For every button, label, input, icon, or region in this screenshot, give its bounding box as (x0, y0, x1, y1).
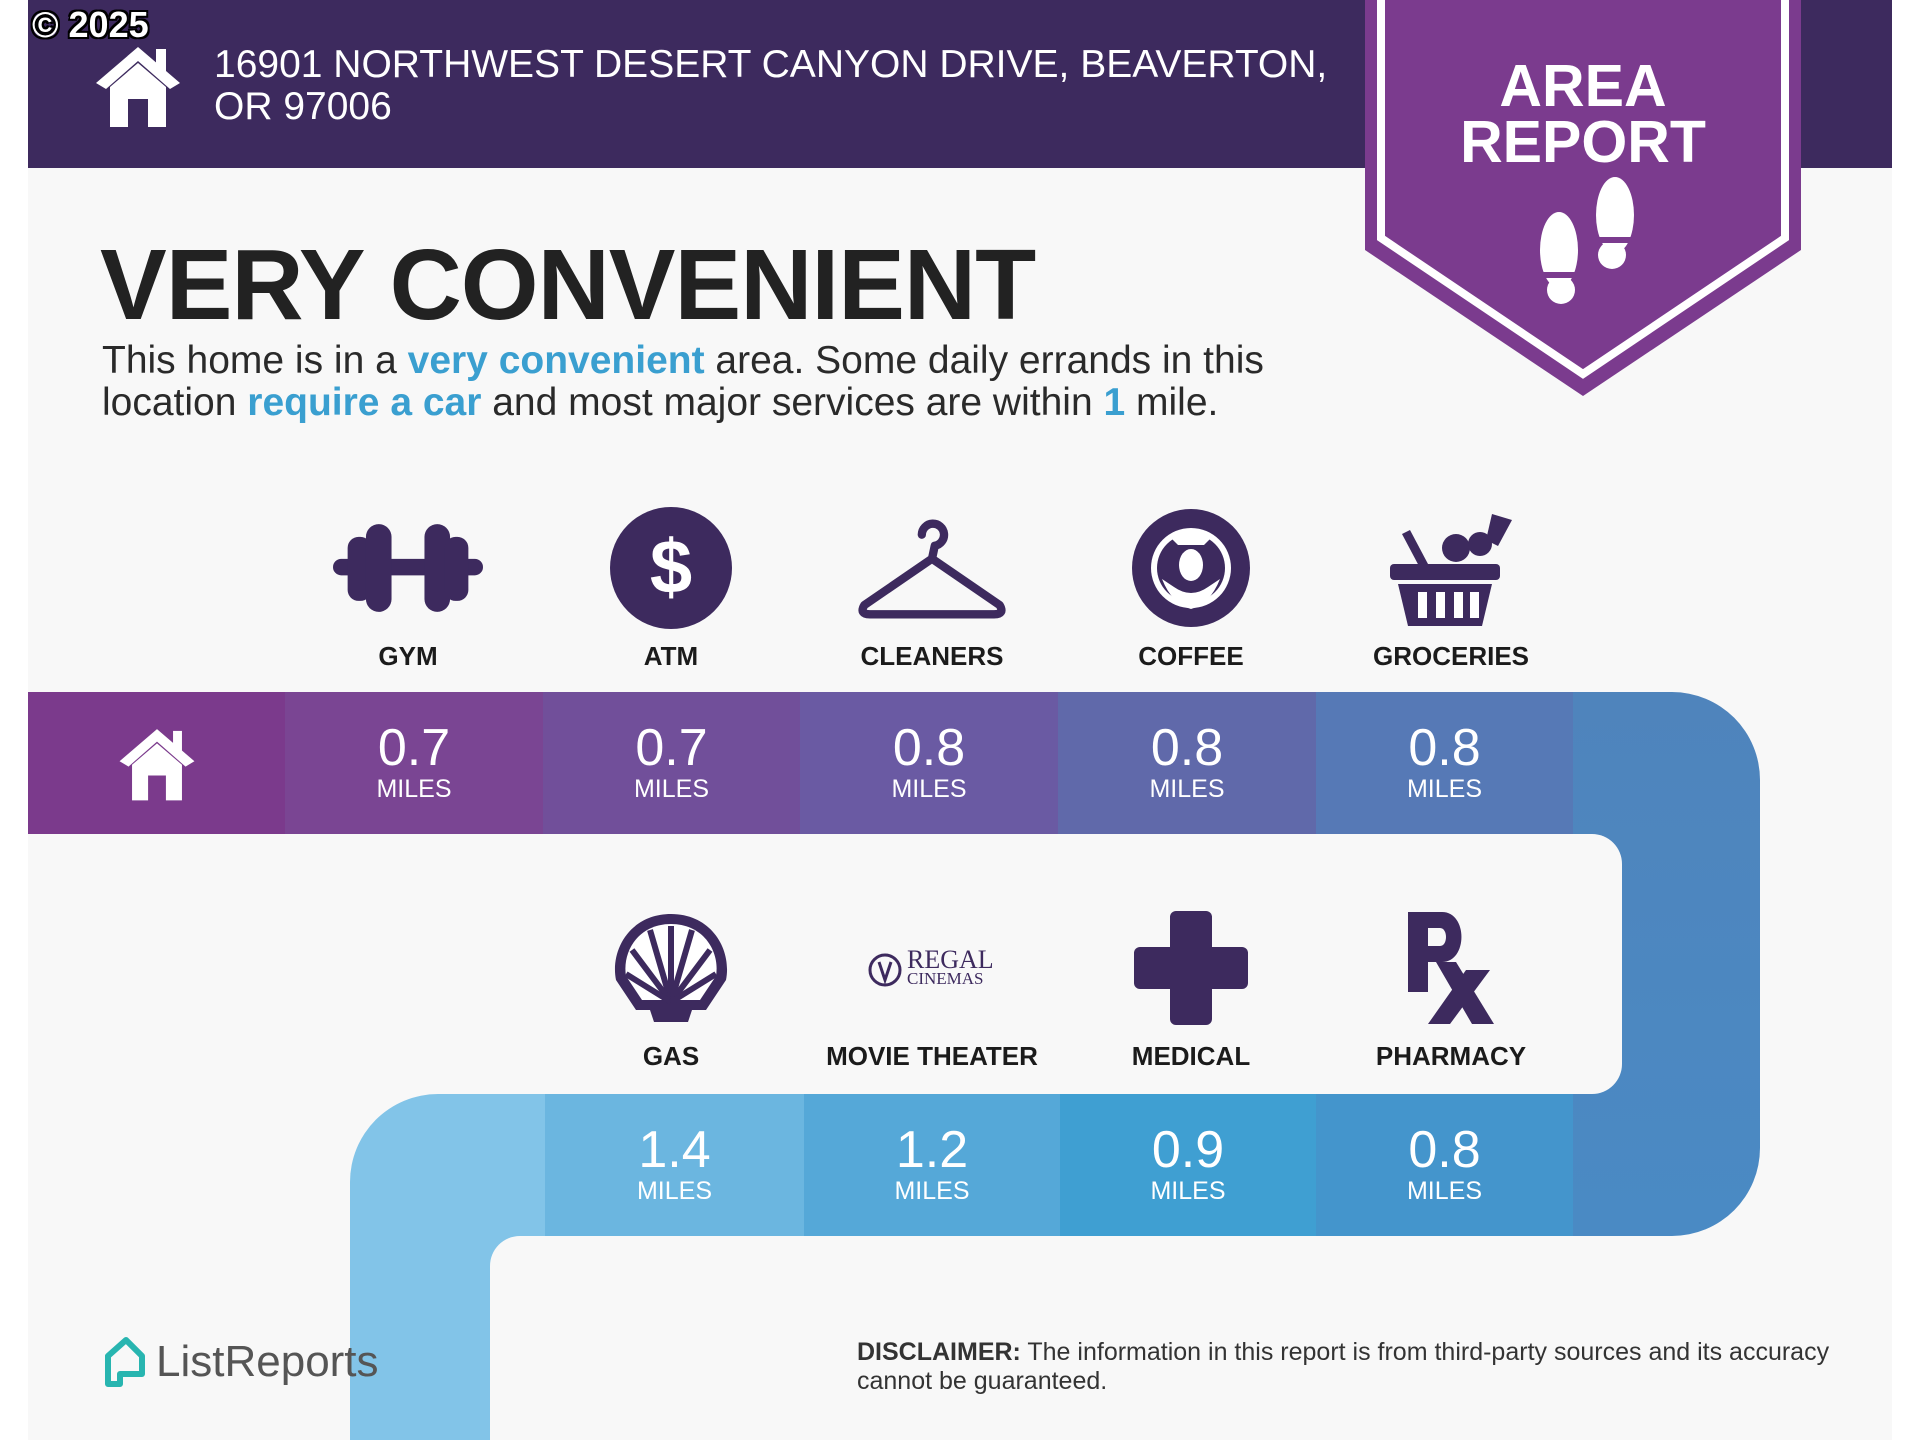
pharmacy-label: PHARMACY (1375, 1041, 1527, 1071)
distance-value: 0.8 (1150, 719, 1224, 777)
distance-value: 0.8 (1408, 719, 1481, 777)
movie-theater-distance: 1.2 MILES (804, 1094, 1060, 1236)
svg-text:CINEMAS: CINEMAS (907, 969, 984, 988)
brand-name: ListReports (156, 1337, 379, 1386)
gym-distance: 0.7 MILES (285, 692, 543, 834)
starbucks-logo-icon (1116, 505, 1266, 630)
distance-value: 0.7 (377, 719, 451, 777)
badge-line-2: REPORT (1460, 109, 1706, 175)
medical-label: MEDICAL (1131, 1041, 1251, 1071)
grocery-basket-icon (1376, 505, 1526, 630)
description: This home is in a very convenient area. … (102, 340, 1402, 424)
address-line-2: OR 97006 (214, 85, 392, 128)
gas-distance: 1.4 MILES (545, 1094, 804, 1236)
cleaners-label: CLEANERS (860, 641, 1004, 671)
movie-theater-label: MOVIE THEATER (826, 1041, 1038, 1071)
listreports-logo: ListReports (100, 1336, 379, 1388)
badge-line-1: AREA (1499, 53, 1667, 119)
medical-distance: 0.9 MILES (1060, 1094, 1316, 1236)
coffee-label: COFFEE (1138, 641, 1244, 671)
svg-text:$: $ (650, 525, 692, 610)
coffee-distance: 0.8 MILES (1058, 692, 1316, 834)
groceries-label: GROCERIES (1372, 641, 1530, 671)
distance-unit: MILES (891, 775, 967, 803)
dollar-icon: $ (596, 505, 746, 630)
desc-highlight: require a car (247, 381, 482, 424)
desc-highlight: very convenient (407, 339, 705, 382)
distance-value: 1.4 (638, 1121, 711, 1179)
groceries-distance: 0.8 MILES (1316, 692, 1573, 834)
disclaimer: DISCLAIMER: The information in this repo… (857, 1338, 1857, 1396)
medical-cross-icon (1116, 905, 1266, 1030)
address-line-1: 16901 NORTHWEST DESERT CANYON DRIVE, BEA… (214, 43, 1328, 86)
shell-logo-icon (596, 905, 746, 1030)
listreports-logo-icon (105, 1337, 145, 1387)
area-report-badge (1365, 0, 1801, 396)
path-inner-gap (28, 834, 1622, 1094)
rx-icon (1376, 905, 1526, 1030)
copyright: © 2025 (32, 4, 149, 45)
gas-label: GAS (642, 1041, 700, 1071)
distance-unit: MILES (1406, 1177, 1483, 1205)
svg-text:REGAL: REGAL (907, 946, 994, 974)
hanger-icon (857, 505, 1007, 630)
badge-title: AREA REPORT (1365, 53, 1801, 175)
distance-value: 0.7 (635, 719, 708, 777)
desc-text: mile. (1125, 381, 1219, 424)
pharmacy-distance: 0.8 MILES (1316, 1094, 1573, 1236)
distance-unit: MILES (1150, 1177, 1226, 1205)
distance-unit: MILES (1149, 775, 1225, 803)
house-icon (96, 47, 180, 127)
path-inner-gap-bottom (490, 1236, 1892, 1440)
disclaimer-label: DISCLAIMER: (857, 1338, 1021, 1366)
cleaners-distance: 0.8 MILES (800, 692, 1058, 834)
distance-unit: MILES (636, 1177, 713, 1205)
distance-value: 0.8 (1408, 1121, 1481, 1179)
footprints-icon (1540, 177, 1634, 304)
gym-label: GYM (378, 641, 438, 671)
regal-cinemas-logo-icon: REGAL CINEMAS (857, 905, 1017, 1030)
atm-label: ATM (643, 641, 699, 671)
desc-highlight: 1 (1103, 381, 1126, 424)
desc-text: This home is in a (102, 339, 408, 382)
home-cell (28, 692, 285, 834)
property-address: 16901 NORTHWEST DESERT CANYON DRIVE, BEA… (214, 44, 1344, 128)
dumbbell-icon (333, 505, 483, 630)
disclaimer-text: The information in this report is from t… (857, 1338, 1830, 1395)
distance-unit: MILES (633, 775, 710, 803)
desc-text: and most major services are within (481, 381, 1104, 424)
house-icon (119, 729, 194, 801)
distance-unit: MILES (1406, 775, 1483, 803)
distance-unit: MILES (376, 775, 452, 803)
atm-distance: 0.7 MILES (543, 692, 800, 834)
distance-value: 0.8 (892, 719, 966, 777)
distance-value: 0.9 (1151, 1121, 1225, 1179)
desc-text: area. Some daily errands in this locatio… (102, 339, 1264, 424)
distance-unit: MILES (894, 1177, 970, 1205)
page-title: VERY CONVENIENT (100, 229, 1036, 341)
distance-value: 1.2 (895, 1121, 969, 1179)
